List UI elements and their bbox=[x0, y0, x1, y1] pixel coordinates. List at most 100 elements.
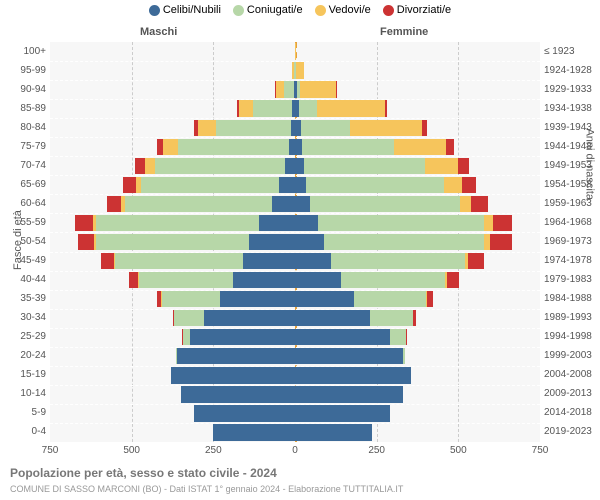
legend-label: Coniugati/e bbox=[247, 4, 303, 16]
bar-segment-female bbox=[350, 120, 422, 136]
bar-segment-male bbox=[176, 348, 177, 364]
birth-year-label: 1974-1978 bbox=[544, 255, 599, 266]
age-label: 35-39 bbox=[6, 293, 46, 304]
bar-segment-male bbox=[177, 348, 295, 364]
bar-segment-male bbox=[276, 81, 284, 97]
legend-item: Vedovi/e bbox=[315, 4, 371, 16]
x-tick-label: 500 bbox=[450, 445, 467, 456]
bar-segment-male bbox=[157, 291, 161, 307]
bar-segment-female bbox=[446, 139, 454, 155]
bar-segment-female bbox=[295, 272, 341, 288]
bar-segment-female bbox=[484, 215, 492, 231]
bar-segment-male bbox=[107, 196, 122, 212]
bar-segment-female bbox=[341, 272, 446, 288]
bar-segment-female bbox=[324, 234, 484, 250]
bar-segment-male bbox=[94, 234, 96, 250]
bar-segment-male bbox=[272, 196, 295, 212]
bar-segment-female bbox=[295, 291, 354, 307]
bar-segment-male bbox=[216, 120, 291, 136]
bar-segment-female bbox=[295, 329, 390, 345]
bar-segment-male bbox=[213, 424, 295, 440]
birth-year-label: 1999-2003 bbox=[544, 350, 599, 361]
bar-segment-male bbox=[136, 177, 142, 193]
x-tick-label: 250 bbox=[368, 445, 385, 456]
age-label: 90-94 bbox=[6, 84, 46, 95]
bar-segment-male bbox=[190, 329, 295, 345]
age-row bbox=[50, 290, 540, 309]
legend-item: Divorziati/e bbox=[383, 4, 451, 16]
legend-item: Celibi/Nubili bbox=[149, 4, 221, 16]
bar-segment-female bbox=[460, 196, 471, 212]
birth-year-label: 1964-1968 bbox=[544, 217, 599, 228]
bar-segment-male bbox=[101, 253, 114, 269]
bar-segment-female bbox=[425, 158, 458, 174]
age-label: 0-4 bbox=[6, 426, 46, 437]
plot-area bbox=[50, 42, 540, 442]
bar-segment-male bbox=[292, 62, 294, 78]
birth-year-label: 1949-1953 bbox=[544, 160, 599, 171]
bar-segment-female bbox=[295, 196, 310, 212]
bar-segment-female bbox=[490, 234, 511, 250]
birth-year-label: 1944-1948 bbox=[544, 141, 599, 152]
bar-segment-female bbox=[295, 253, 331, 269]
bar-segment-male bbox=[194, 120, 198, 136]
birth-year-label: 1954-1958 bbox=[544, 179, 599, 190]
age-label: 95-99 bbox=[6, 65, 46, 76]
bar-segment-male bbox=[114, 253, 115, 269]
birth-year-label: 2019-2023 bbox=[544, 426, 599, 437]
age-row bbox=[50, 404, 540, 423]
age-row bbox=[50, 232, 540, 251]
bar-segment-male bbox=[237, 100, 239, 116]
bar-segment-male bbox=[138, 272, 233, 288]
legend-swatch bbox=[315, 5, 326, 16]
bar-segment-male bbox=[93, 215, 96, 231]
bar-segment-female bbox=[300, 81, 336, 97]
age-row bbox=[50, 61, 540, 80]
birth-year-label: 1939-1943 bbox=[544, 122, 599, 133]
legend-label: Celibi/Nubili bbox=[163, 4, 221, 16]
bar-segment-male bbox=[239, 100, 254, 116]
bar-segment-female bbox=[295, 405, 390, 421]
bar-segment-male bbox=[157, 139, 164, 155]
bar-segment-male bbox=[115, 253, 242, 269]
bar-segment-male bbox=[243, 253, 295, 269]
legend-label: Vedovi/e bbox=[329, 4, 371, 16]
bar-segment-female bbox=[354, 291, 426, 307]
bar-segment-female bbox=[295, 310, 370, 326]
age-row bbox=[50, 213, 540, 232]
age-label: 30-34 bbox=[6, 312, 46, 323]
bar-segment-female bbox=[336, 81, 337, 97]
age-row bbox=[50, 309, 540, 328]
female-header: Femmine bbox=[380, 26, 428, 38]
bar-segment-female bbox=[295, 215, 318, 231]
age-label: 25-29 bbox=[6, 331, 46, 342]
birth-year-label: 1969-1973 bbox=[544, 236, 599, 247]
bar-segment-male bbox=[75, 215, 93, 231]
bar-segment-male bbox=[96, 234, 250, 250]
legend-swatch bbox=[383, 5, 394, 16]
bar-segment-male bbox=[182, 329, 190, 345]
bar-segment-male bbox=[138, 272, 139, 288]
bar-segment-female bbox=[299, 100, 317, 116]
bar-segment-male bbox=[259, 215, 295, 231]
bar-segment-male bbox=[194, 405, 295, 421]
bar-segment-male bbox=[121, 196, 125, 212]
bar-segment-male bbox=[284, 81, 294, 97]
bar-segment-male bbox=[173, 310, 175, 326]
x-tick-label: 250 bbox=[205, 445, 222, 456]
bar-segment-male bbox=[125, 196, 272, 212]
bar-segment-female bbox=[318, 215, 485, 231]
legend: Celibi/Nubili Coniugati/e Vedovi/e Divorzia… bbox=[0, 4, 600, 16]
birth-year-label: 2004-2008 bbox=[544, 369, 599, 380]
age-label: 65-69 bbox=[6, 179, 46, 190]
bar-segment-male bbox=[96, 215, 259, 231]
chart-subtitle: COMUNE DI SASSO MARCONI (BO) - Dati ISTA… bbox=[10, 484, 403, 494]
age-row bbox=[50, 137, 540, 156]
bar-segment-female bbox=[295, 386, 403, 402]
legend-swatch bbox=[149, 5, 160, 16]
age-label: 50-54 bbox=[6, 236, 46, 247]
bar-segment-male bbox=[141, 177, 278, 193]
age-label: 40-44 bbox=[6, 274, 46, 285]
bar-segment-female bbox=[301, 120, 350, 136]
age-label: 60-64 bbox=[6, 198, 46, 209]
